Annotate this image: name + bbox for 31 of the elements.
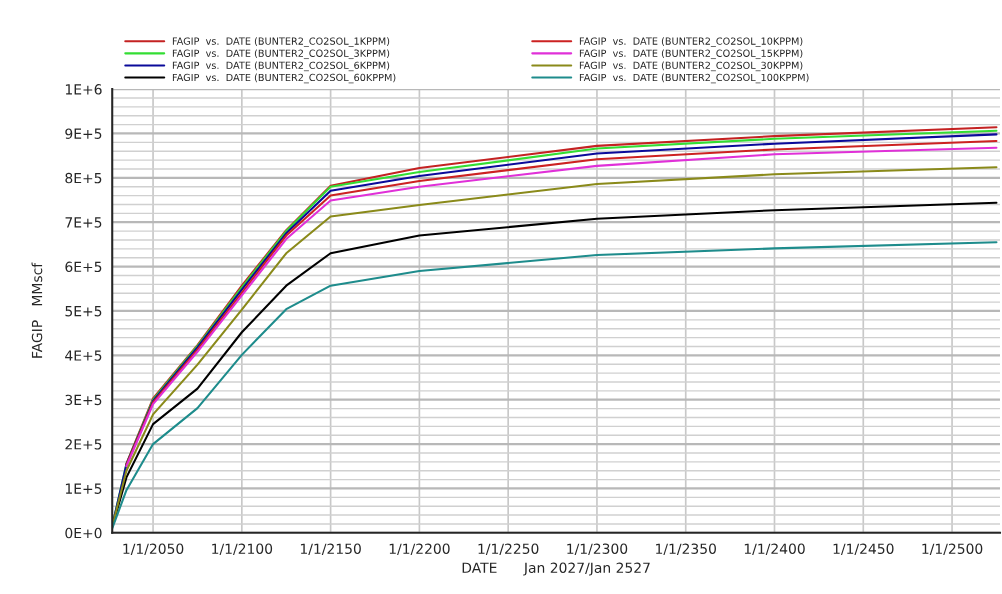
legend-label: FAGIP vs. DATE (BUNTER2_CO2SOL_30KPPM) xyxy=(579,61,803,72)
y-tick-label: 4E+5 xyxy=(65,350,102,361)
legend-label: FAGIP vs. DATE (BUNTER2_CO2SOL_15KPPM) xyxy=(579,49,803,60)
y-tick-label: 0E+0 xyxy=(65,527,102,539)
x-tick-label: 1/1/2100 xyxy=(212,543,273,556)
x-tick-label: 1/1/2250 xyxy=(478,543,539,556)
y-tick-label: 3E+5 xyxy=(65,394,102,406)
x-tick-label: 1/1/2400 xyxy=(744,543,805,556)
x-tick-label: 1/1/2300 xyxy=(567,543,628,556)
x-tick-label: 1/1/2450 xyxy=(833,543,894,556)
y-tick-label: 1E+6 xyxy=(65,84,102,95)
x-tick-label: 1/1/2500 xyxy=(922,543,983,556)
y-tick-label: 9E+5 xyxy=(65,128,102,139)
y-axis-title: FAGIP MMscf xyxy=(31,262,43,358)
y-tick-label: 8E+5 xyxy=(65,172,102,184)
x-axis-title: DATE Jan 2027/Jan 2527 xyxy=(462,562,650,576)
y-tick-label: 2E+5 xyxy=(65,439,102,450)
x-tick-label: 1/1/2200 xyxy=(389,543,450,556)
legend-label: FAGIP vs. DATE (BUNTER2_CO2SOL_60KPPM) xyxy=(172,73,396,84)
y-tick-label: 6E+5 xyxy=(65,261,102,273)
legend-label: FAGIP vs. DATE (BUNTER2_CO2SOL_6KPPM) xyxy=(172,61,390,72)
y-tick-label: 5E+5 xyxy=(65,306,102,317)
x-tick-label: 1/1/2050 xyxy=(123,543,184,556)
y-tick-label: 1E+5 xyxy=(65,483,102,494)
legend-label: FAGIP vs. DATE (BUNTER2_CO2SOL_100KPPM) xyxy=(579,73,809,84)
x-tick-label: 1/1/2350 xyxy=(656,543,716,556)
legend-label: FAGIP vs. DATE (BUNTER2_CO2SOL_3KPPM) xyxy=(172,49,390,60)
legend-label: FAGIP vs. DATE (BUNTER2_CO2SOL_10KPPM) xyxy=(579,37,803,47)
y-tick-label: 7E+5 xyxy=(65,217,102,228)
x-tick-label: 1/1/2150 xyxy=(300,543,361,556)
legend-label: FAGIP vs. DATE (BUNTER2_CO2SOL_1KPPM) xyxy=(172,37,390,47)
